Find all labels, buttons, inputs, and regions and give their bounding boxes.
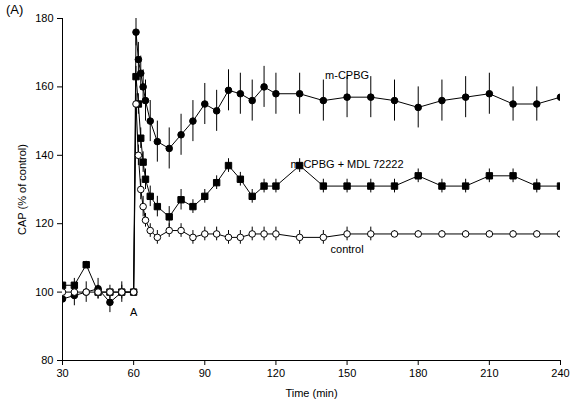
svg-text:240: 240 [551,367,569,379]
svg-text:80: 80 [41,354,53,366]
svg-text:CAP (% of control): CAP (% of control) [16,144,28,235]
svg-text:m-CPBG: m-CPBG [325,69,369,81]
svg-text:160: 160 [35,80,53,92]
svg-text:30: 30 [56,367,68,379]
svg-text:control: control [331,243,364,255]
html-text:(A): (A) [6,2,24,17]
svg-text:210: 210 [480,367,498,379]
svg-text:m-CPBG + MDL 72222: m-CPBG + MDL 72222 [291,158,404,170]
svg-text:180: 180 [35,12,53,24]
svg-text:140: 140 [35,149,53,161]
svg-text:A: A [130,306,138,318]
svg-text:120: 120 [267,367,285,379]
svg-text:60: 60 [128,367,140,379]
svg-text:150: 150 [338,367,356,379]
svg-text:Time (min): Time (min) [285,387,337,399]
svg-text:90: 90 [199,367,211,379]
svg-text:100: 100 [35,286,53,298]
svg-text:180: 180 [409,367,427,379]
svg-text:120: 120 [35,217,53,229]
